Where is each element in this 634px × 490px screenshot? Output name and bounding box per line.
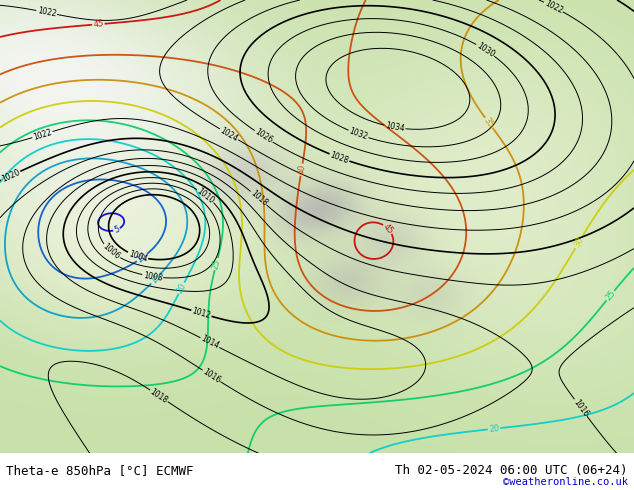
Text: 1032: 1032 <box>348 126 369 142</box>
Text: 1024: 1024 <box>219 125 240 143</box>
Text: 1022: 1022 <box>32 127 53 142</box>
Text: 1022: 1022 <box>543 0 564 15</box>
Text: 5: 5 <box>113 224 120 235</box>
Text: 25: 25 <box>210 258 222 270</box>
Text: 45: 45 <box>93 19 104 29</box>
Text: 1022: 1022 <box>36 6 57 19</box>
Text: 1008: 1008 <box>143 270 163 282</box>
Text: 1028: 1028 <box>329 150 350 165</box>
Text: 10: 10 <box>135 251 149 265</box>
Text: 1012: 1012 <box>191 306 212 320</box>
Text: 1020: 1020 <box>0 168 21 184</box>
Text: 45: 45 <box>381 222 395 236</box>
Text: 1010: 1010 <box>195 186 216 205</box>
Text: ©weatheronline.co.uk: ©weatheronline.co.uk <box>503 477 628 487</box>
Text: Theta-e 850hPa [°C] ECMWF: Theta-e 850hPa [°C] ECMWF <box>6 464 194 477</box>
Text: 1026: 1026 <box>253 127 274 146</box>
Text: 1018: 1018 <box>249 189 269 208</box>
Text: Th 02-05-2024 06:00 UTC (06+24): Th 02-05-2024 06:00 UTC (06+24) <box>395 464 628 477</box>
Text: 1006: 1006 <box>101 242 122 261</box>
Text: 1016: 1016 <box>201 367 222 385</box>
Text: 1016: 1016 <box>571 397 590 418</box>
Text: 25: 25 <box>604 289 618 302</box>
Text: 1030: 1030 <box>475 41 496 59</box>
Text: 30: 30 <box>572 236 585 249</box>
Text: 15: 15 <box>149 272 162 286</box>
Text: 35: 35 <box>482 116 496 130</box>
Text: 1034: 1034 <box>385 121 405 133</box>
Text: 20: 20 <box>488 424 500 434</box>
Text: 1014: 1014 <box>199 334 221 351</box>
Text: 40: 40 <box>296 164 307 176</box>
Text: 1018: 1018 <box>148 387 169 405</box>
Text: 1004: 1004 <box>127 249 148 264</box>
Text: 20: 20 <box>175 281 188 295</box>
